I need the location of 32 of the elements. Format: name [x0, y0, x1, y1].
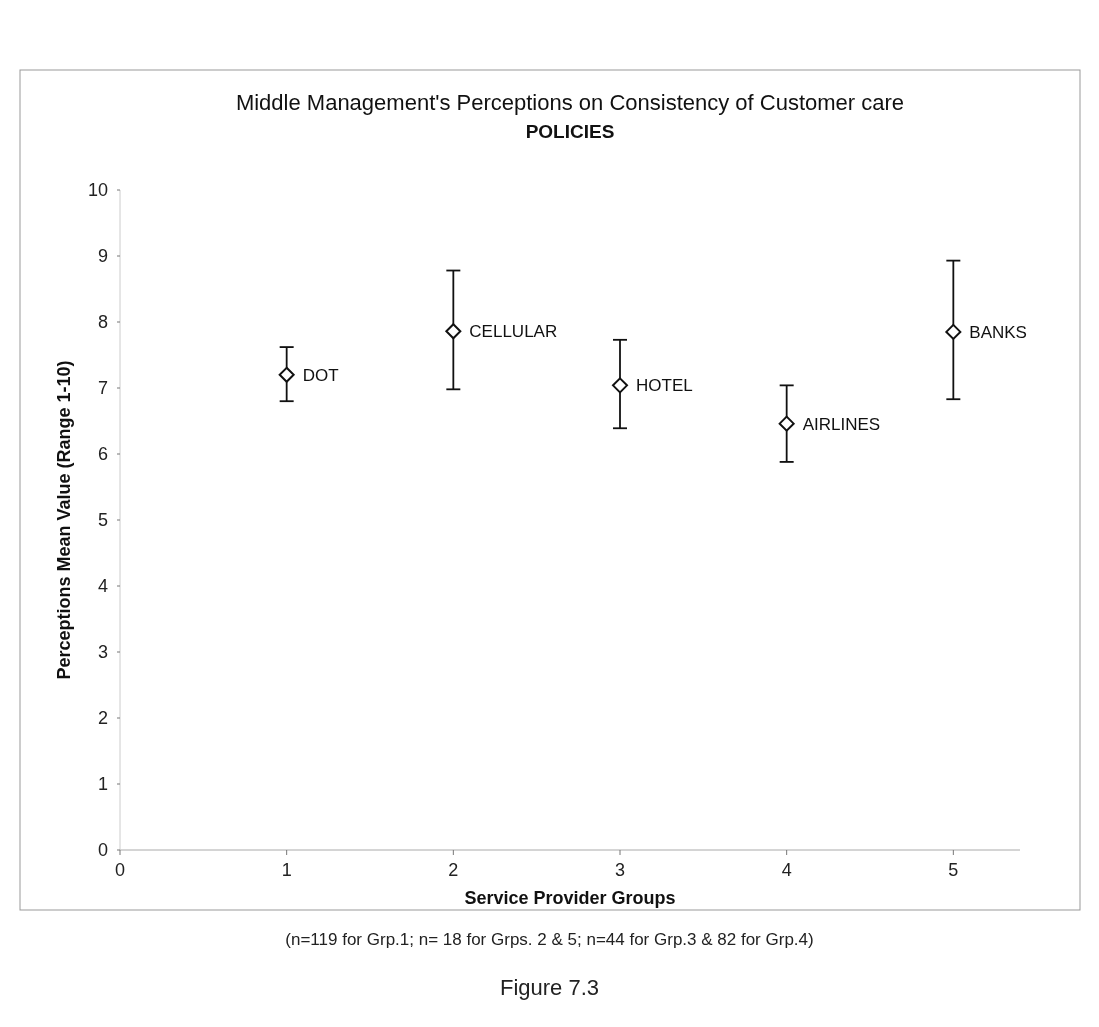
x-tick-label: 2	[448, 860, 459, 880]
x-tick-label: 4	[781, 860, 792, 880]
point	[778, 415, 795, 432]
x-tick-label: 5	[948, 860, 959, 880]
annotation: HOTEL	[636, 376, 693, 396]
x-tick-label: 3	[614, 860, 626, 880]
y-tick-label: 7	[97, 378, 108, 399]
annotation: CELLULAR	[469, 322, 558, 342]
point	[612, 377, 628, 394]
x-axis-title: Service Provider Groups	[464, 888, 676, 908]
caption: Figure 7.3	[499, 975, 600, 1000]
y-tick-label: 2	[97, 708, 108, 729]
y-tick-label: 6	[97, 444, 108, 465]
y-tick-label: 0	[97, 840, 108, 861]
y-tick-label: 3	[97, 642, 108, 663]
annotation: AIRLINES	[802, 414, 881, 434]
x-tick-label: 1	[281, 860, 292, 880]
annotation: DOT	[302, 365, 339, 385]
y-tick-label: 8	[97, 312, 108, 333]
y-tick-label: 10	[87, 180, 108, 201]
y-tick-label: 9	[97, 246, 108, 267]
point	[445, 323, 462, 340]
y-tick-label: 5	[97, 510, 108, 531]
y-axis-title: Perceptions Mean Value (Range 1-10)	[54, 360, 74, 680]
point	[945, 323, 962, 340]
x-tick-label: 0	[114, 860, 126, 880]
y-tick-label: 4	[97, 576, 108, 597]
chart-title: Middle Management's Perceptions on Consistency of Customer care POLICIES	[235, 90, 905, 142]
point	[278, 366, 295, 383]
text: (n=119 for Grp.1; n= 18 for Grps. 2 & 5; n=44 for Grp.3 & 82 for Grp.4)	[285, 930, 814, 949]
y-tick-label: 1	[97, 774, 108, 795]
annotation: BANKS	[969, 322, 1027, 342]
